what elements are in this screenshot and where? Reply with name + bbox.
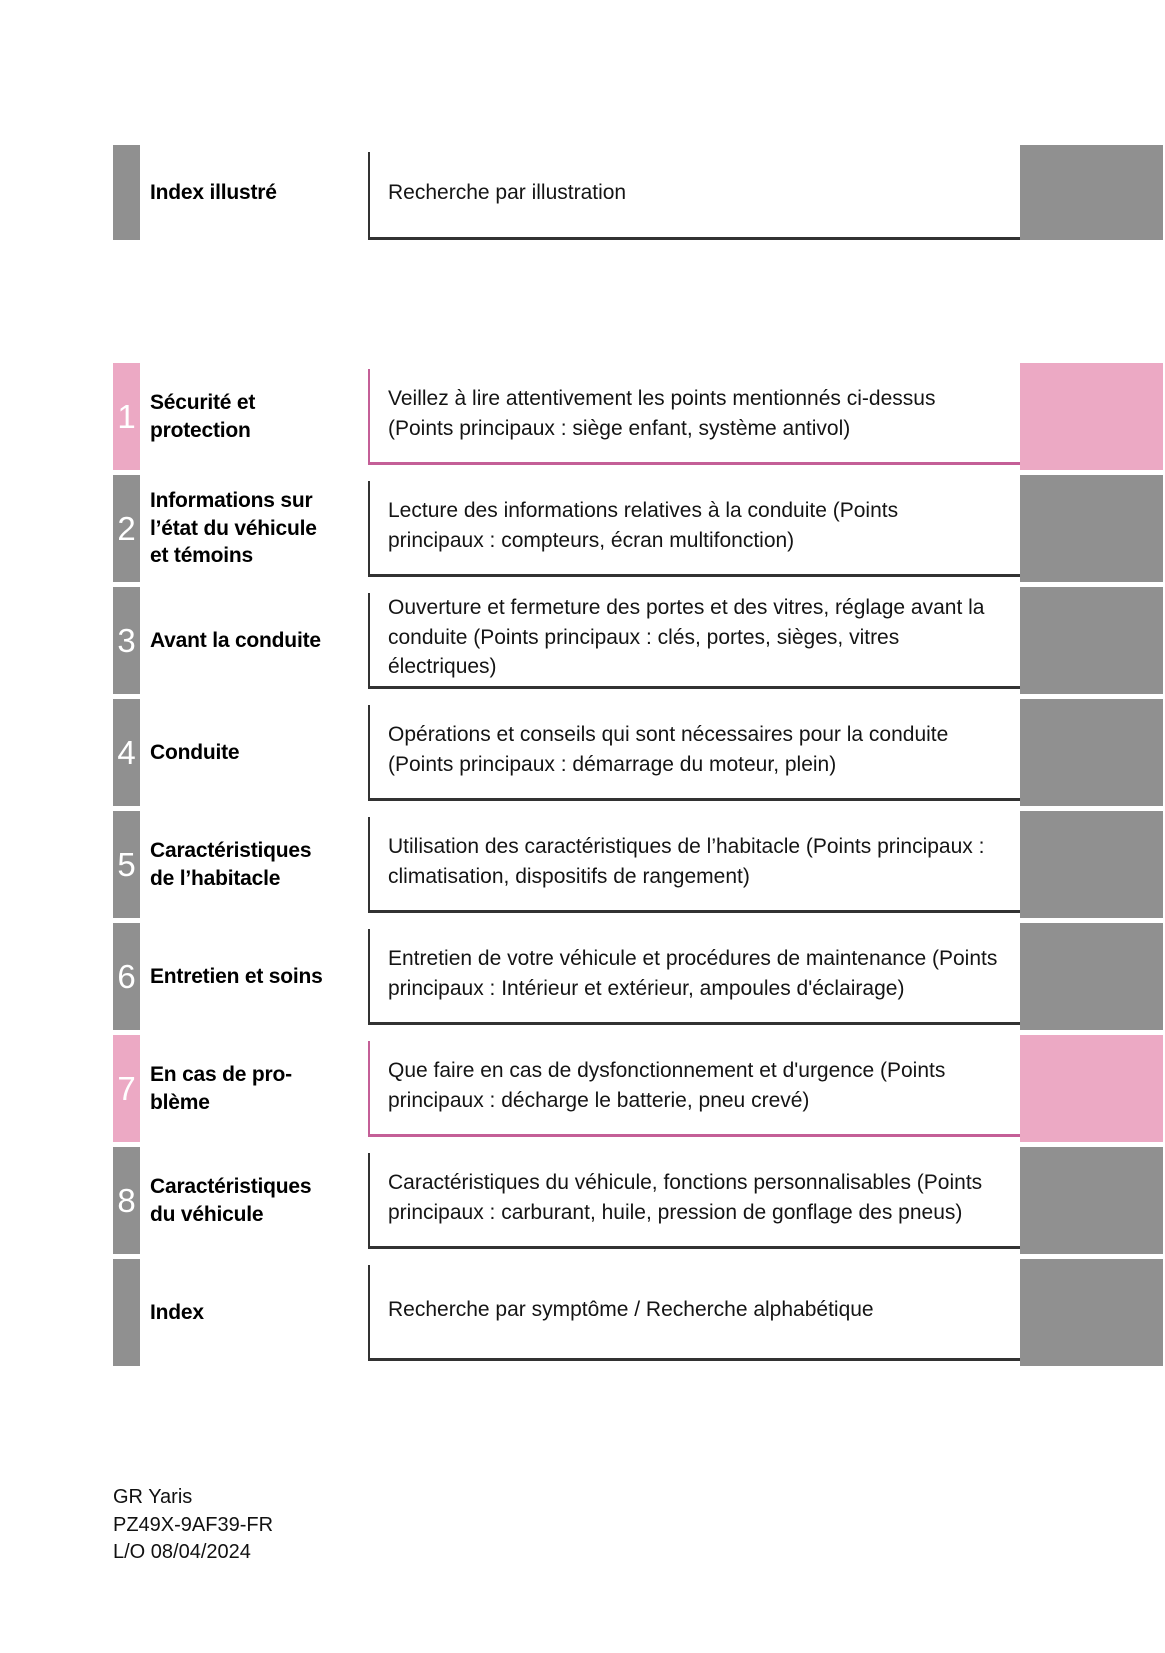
section-tab: 1 (113, 363, 140, 470)
toc-row-5-caracteristiques-habitacle: 5 Caractéristiques de l’habitacle Utilis… (113, 811, 1163, 918)
section-tab: 7 (113, 1035, 140, 1142)
section-description-box: Entretien de votre véhicule et procédure… (368, 929, 1020, 1025)
section-title: Index illustré (150, 180, 277, 204)
section-color-block (1020, 923, 1163, 1030)
section-color-block (1020, 475, 1163, 582)
toc-row-index-illustre: Index illustré Recherche par illustratio… (113, 145, 1163, 240)
section-tab: 4 (113, 699, 140, 806)
section-color-block (1020, 363, 1163, 470)
section-color-block (1020, 1035, 1163, 1142)
section-title: Caractéristiques du véhicule (150, 1174, 312, 1226)
section-description: Que faire en cas de dysfonctionnement et… (388, 1059, 946, 1112)
section-number: 7 (117, 1070, 136, 1107)
section-number: 5 (117, 846, 136, 883)
toc-row-2-informations-etat-vehicule: 2 Informations sur l’état du véhicule et… (113, 475, 1163, 582)
section-description: Ouverture et fermeture des portes et des… (388, 596, 985, 679)
section-title: Caractéristiques de l’habitacle (150, 838, 312, 890)
section-title: Index (150, 1300, 204, 1324)
part-number: PZ49X-9AF39-FR (113, 1513, 274, 1536)
section-color-block (1020, 811, 1163, 918)
section-number: 8 (117, 1182, 136, 1219)
layout-date: L/O 08/04/2024 (113, 1541, 251, 1564)
section-description: Recherche par illustration (388, 180, 627, 204)
section-description: Lecture des informations relatives à la … (388, 499, 899, 552)
toc-row-index: Index Recherche par symptôme / Recherche… (113, 1259, 1163, 1366)
toc-row-8-caracteristiques-vehicule: 8 Caractéristiques du véhicule Caractéri… (113, 1147, 1163, 1254)
table-of-contents: Index illustré Recherche par illustratio… (113, 145, 1163, 1371)
section-title: Conduite (150, 740, 240, 764)
document-footer: GR Yaris PZ49X-9AF39-FR L/O 08/04/2024 (113, 1484, 273, 1567)
section-color-block (1020, 1259, 1163, 1366)
section-tab: 6 (113, 923, 140, 1030)
toc-row-1-securite-et-protection: 1 Sécurité et protection Veillez à lire … (113, 363, 1163, 470)
section-title: En cas de pro- blème (150, 1062, 292, 1114)
toc-row-4-conduite: 4 Conduite Opérations et conseils qui so… (113, 699, 1163, 806)
section-description-box: Lecture des informations relatives à la … (368, 481, 1020, 577)
section-tab: 5 (113, 811, 140, 918)
section-description: Veillez à lire attentivement les points … (388, 387, 936, 440)
section-description-box: Caractéristiques du véhicule, fonctions … (368, 1153, 1020, 1249)
section-number: 4 (117, 734, 136, 771)
section-tab: 8 (113, 1147, 140, 1254)
section-title: Informations sur l’état du véhicule et t… (150, 488, 317, 568)
section-title: Sécurité et protection (150, 390, 256, 442)
section-description-box: Recherche par symptôme / Recherche alpha… (368, 1265, 1020, 1361)
section-tab: 2 (113, 475, 140, 582)
toc-row-3-avant-la-conduite: 3 Avant la conduite Ouverture et fermetu… (113, 587, 1163, 694)
section-title: Avant la conduite (150, 628, 321, 652)
section-number: 1 (117, 398, 136, 435)
section-description-box: Recherche par illustration (368, 152, 1020, 240)
toc-row-6-entretien-et-soins: 6 Entretien et soins Entretien de votre … (113, 923, 1163, 1030)
section-title: Entretien et soins (150, 964, 323, 988)
section-number: 2 (117, 510, 136, 547)
section-description: Caractéristiques du véhicule, fonctions … (388, 1171, 983, 1224)
section-description-box: Ouverture et fermeture des portes et des… (368, 593, 1020, 689)
section-description-box: Utilisation des caractéristiques de l’ha… (368, 817, 1020, 913)
section-color-block (1020, 145, 1163, 240)
section-color-block (1020, 699, 1163, 806)
toc-row-7-en-cas-de-probleme: 7 En cas de pro- blème Que faire en cas … (113, 1035, 1163, 1142)
model-name: GR Yaris (113, 1486, 193, 1508)
section-tab (113, 1259, 140, 1366)
section-description-box: Veillez à lire attentivement les points … (368, 369, 1020, 465)
section-number: 6 (117, 958, 136, 995)
section-tab (113, 145, 140, 240)
section-color-block (1020, 1147, 1163, 1254)
section-tab: 3 (113, 587, 140, 694)
section-number: 3 (117, 622, 136, 659)
section-description-box: Opérations et conseils qui sont nécessai… (368, 705, 1020, 801)
section-description: Entretien de votre véhicule et procédure… (388, 947, 998, 1000)
section-description-box: Que faire en cas de dysfonctionnement et… (368, 1041, 1020, 1137)
section-description: Utilisation des caractéristiques de l’ha… (388, 835, 985, 888)
section-description: Recherche par symptôme / Recherche alpha… (388, 1297, 874, 1321)
section-color-block (1020, 587, 1163, 694)
section-description: Opérations et conseils qui sont nécessai… (388, 723, 949, 776)
